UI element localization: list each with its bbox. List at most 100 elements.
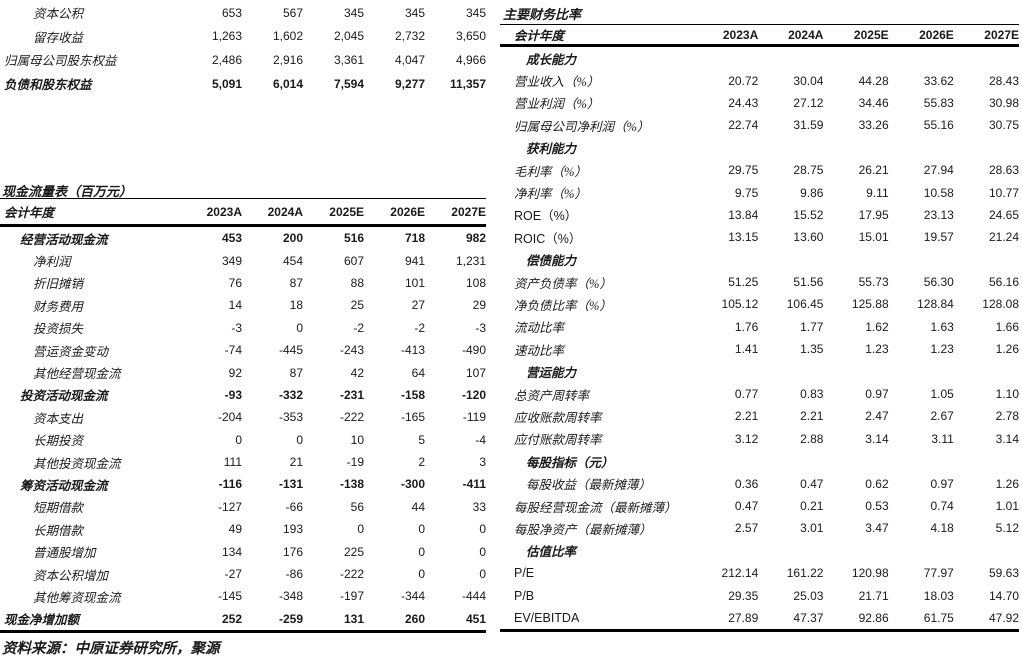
table-row: 净负债比率（%） 105.12 106.45 125.88 128.84 128.08: [500, 293, 1019, 315]
cell-value: 18: [289, 298, 303, 313]
cell-value: 1.76: [734, 319, 759, 334]
cell-value: 1,263: [211, 29, 242, 44]
row-label: 长期借款: [33, 523, 84, 538]
cell-value: 0.97: [930, 476, 954, 491]
row-label: 投资损失: [33, 322, 84, 337]
row-label: 其他经营现金流: [33, 367, 121, 382]
cell-value: 1.77: [800, 319, 824, 334]
cell-value: 101: [404, 275, 425, 290]
balance-sheet-rows: 资本公积 653 567 345 345 345 留存收益 1,263 1,602 2,045 2,…: [0, 1, 486, 95]
cell-value: 345: [465, 5, 486, 20]
cell-value: 0: [418, 544, 425, 559]
cell-value: 0: [479, 567, 486, 582]
cell-value: 55.73: [858, 275, 889, 290]
cell-value: 14.70: [988, 588, 1019, 603]
table-row: 留存收益 1,263 1,602 2,045 2,732 3,650: [0, 25, 486, 49]
cell-value: 0: [296, 432, 303, 447]
cell-value: 87: [289, 365, 303, 380]
cell-value: 653: [221, 5, 242, 20]
cash-flow-rows: 经营活动现金流 453 200 516 718 982 净利润 349 454 607 941 1,2…: [0, 227, 486, 634]
cell-value: 7,594: [333, 76, 364, 91]
cell-value: 1.23: [865, 342, 889, 357]
header-label: 会计年度: [514, 29, 565, 43]
cell-value: 56.30: [923, 275, 954, 290]
cell-value: 200: [282, 231, 303, 246]
table-row: 资本支出 -204 -353 -222 -165 -119: [0, 406, 486, 428]
cell-value: 3,650: [455, 29, 486, 44]
cell-value: 30.75: [988, 118, 1019, 133]
cell-value: 61.75: [923, 610, 954, 625]
cell-value: 3.47: [865, 521, 889, 536]
cell-value: 18.03: [923, 588, 954, 603]
cell-value: -138: [339, 477, 364, 492]
cell-value: -158: [400, 387, 425, 402]
cell-value: 3,361: [333, 52, 364, 67]
row-label: 长期投资: [33, 434, 84, 449]
cell-value: 0: [418, 522, 425, 537]
cell-value: 193: [282, 522, 303, 537]
cell-value: -74: [224, 343, 242, 358]
table-row: 资本公积 653 567 345 345 345: [0, 1, 486, 25]
table-row: 其他经营现金流 92 87 42 64 107: [0, 361, 486, 383]
cell-value: 92.86: [858, 610, 889, 625]
cell-value: -490: [461, 343, 486, 358]
cell-value: 2.21: [800, 409, 824, 424]
cell-value: 1.10: [995, 387, 1019, 402]
cell-value: 0: [235, 432, 242, 447]
column-header: 2027E: [451, 204, 486, 219]
cell-value: 31.59: [793, 118, 824, 133]
table-row: 净利润 349 454 607 941 1,231: [0, 249, 486, 271]
cell-value: 0.47: [734, 499, 759, 513]
row-label: P/E: [514, 566, 535, 581]
row-label: 净利率（%）: [514, 187, 587, 202]
cell-value: 15.52: [793, 207, 824, 222]
row-label: 毛利率（%）: [514, 164, 587, 179]
table-row: 营运资金变动 -74 -445 -243 -413 -490: [0, 339, 486, 361]
cell-value: 28.63: [988, 163, 1019, 178]
cell-value: 0: [357, 522, 364, 537]
table-row: 偿债能力: [500, 249, 1019, 271]
table-row: 营运能力: [500, 360, 1019, 382]
cell-value: 260: [404, 611, 425, 626]
cell-value: 128.08: [982, 297, 1019, 312]
cell-value: -259: [278, 611, 303, 626]
row-label: EV/EBITDA: [514, 610, 580, 625]
cell-value: 1,231: [455, 253, 486, 268]
cell-value: -332: [278, 387, 303, 402]
cell-value: 11,357: [449, 76, 486, 91]
cell-value: 0.77: [734, 387, 759, 402]
source-note: 资料来源：中原证券研究所，聚源: [2, 641, 220, 657]
table-row: 资产负债率（%） 51.25 51.56 55.73 56.30 56.16: [500, 271, 1019, 293]
row-label: 留存收益: [33, 30, 84, 45]
row-label: 归属母公司净利润（%）: [514, 119, 650, 134]
table-row: 应收账款周转率 2.21 2.21 2.47 2.67 2.78: [500, 405, 1019, 427]
cell-value: 107: [465, 365, 486, 380]
cell-value: 2: [418, 455, 425, 470]
cell-value: -344: [400, 589, 425, 604]
cell-value: 10.77: [988, 185, 1019, 200]
cell-value: 51.25: [728, 275, 759, 290]
cell-value: -204: [217, 410, 242, 425]
cell-value: 3.14: [995, 431, 1019, 446]
cell-value: 567: [282, 5, 303, 20]
table-row: 归属母公司股东权益 2,486 2,916 3,361 4,047 4,966: [0, 48, 486, 72]
balance-sheet-fragment-table: 资本公积 653 567 345 345 345 留存收益 1,263 1,602 2,045 2,…: [0, 1, 486, 95]
cell-value: 92: [228, 365, 242, 380]
row-label: 负债和股东权益: [4, 78, 92, 93]
table-row: 普通股增加 134 176 225 0 0: [0, 540, 486, 562]
table-row: 折旧摊销 76 87 88 101 108: [0, 272, 486, 294]
cell-value: 3.01: [800, 521, 824, 536]
cell-value: 87: [289, 275, 303, 290]
cell-value: 77.97: [923, 566, 954, 581]
cell-value: -413: [400, 343, 425, 358]
cell-value: 0.53: [865, 499, 889, 513]
table-row: 每股经营现金流（最新摊薄） 0.47 0.21 0.53 0.74 1.01: [500, 495, 1019, 517]
cell-value: 76: [228, 275, 242, 290]
cell-value: 13.15: [728, 230, 759, 245]
table-row: 短期借款 -127 -66 56 44 33: [0, 496, 486, 518]
cell-value: 9.11: [866, 185, 889, 200]
cell-value: 47.37: [793, 610, 824, 625]
row-label: 折旧摊销: [33, 277, 84, 292]
table-row: 估值比率: [500, 540, 1019, 562]
table-row: 毛利率（%） 29.75 28.75 26.21 27.94 28.63: [500, 159, 1019, 181]
